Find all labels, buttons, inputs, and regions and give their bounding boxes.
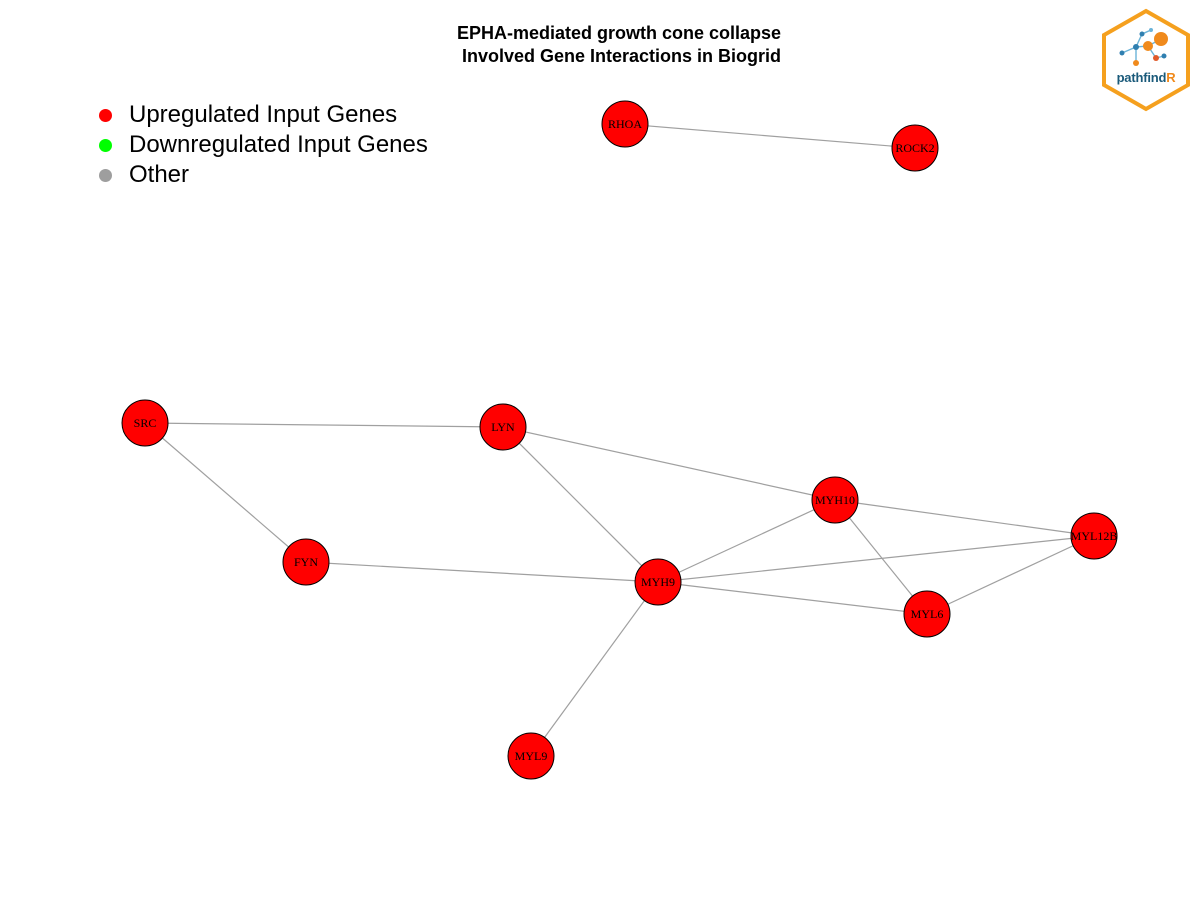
node-label-myl9: MYL9 (515, 749, 548, 763)
node-rhoa: RHOA (601, 100, 649, 148)
legend-item-downregulated: Downregulated Input Genes (97, 130, 428, 160)
edge-myh9-myl12b (657, 535, 1095, 583)
node-circle-myl12b (1070, 512, 1118, 560)
legend-item-other: Other (97, 160, 428, 190)
chart-title: EPHA-mediated growth cone collapse Invol… (0, 22, 1200, 68)
node-myh10: MYH10 (811, 476, 859, 524)
node-label-rock2: ROCK2 (895, 141, 934, 155)
node-circle-src (121, 399, 169, 447)
edge-lyn-myh9 (502, 426, 659, 583)
node-circle-rock2 (891, 124, 939, 172)
node-label-myl6: MYL6 (911, 607, 944, 621)
title-line-1: EPHA-mediated growth cone collapse (456, 23, 782, 43)
pathfindr-logo: pathfindR (1100, 8, 1192, 112)
node-label-lyn: LYN (491, 420, 515, 434)
node-circle-myh10 (811, 476, 859, 524)
legend-dot-other (99, 168, 112, 182)
title-line-2: Involved Gene Interactions in Biogrid (456, 46, 782, 66)
node-label-myh9: MYH9 (641, 575, 675, 589)
node-circle-lyn (479, 403, 527, 451)
node-src: SRC (121, 399, 169, 447)
node-label-src: SRC (134, 416, 157, 430)
edge-myh10-myl6 (834, 499, 928, 615)
node-myh9: MYH9 (634, 558, 682, 606)
node-myl9: MYL9 (507, 732, 555, 780)
legend-label-upregulated: Upregulated Input Genes (129, 101, 398, 128)
edge-fyn-myh9 (305, 561, 659, 583)
node-circle-rhoa (601, 100, 649, 148)
node-circle-myh9 (634, 558, 682, 606)
edge-myh10-myl12b (834, 499, 1095, 537)
node-myl12b: MYL12B (1070, 512, 1118, 560)
legend-dot-upregulated (99, 108, 112, 122)
node-fyn: FYN (282, 538, 330, 586)
node-myl6: MYL6 (903, 590, 951, 638)
legend-dot-downregulated (99, 138, 112, 152)
node-label-fyn: FYN (294, 555, 318, 569)
edge-src-lyn (144, 422, 504, 428)
logo-text-main: pathfind (1116, 70, 1167, 85)
node-label-myl12b: MYL12B (1071, 529, 1118, 543)
legend: Upregulated Input Genes Downregulated In… (97, 100, 428, 190)
edge-rhoa-rock2 (624, 123, 916, 149)
legend-item-upregulated: Upregulated Input Genes (97, 100, 428, 130)
network-edges (144, 123, 1095, 757)
logo-text-accent: R (1166, 70, 1176, 85)
node-lyn: LYN (479, 403, 527, 451)
network-nodes: RHOA ROCK2 SRC LYN FYN MYH10 MYH9 MYL12B MYL6 MYL… (121, 100, 1118, 780)
edge-lyn-myh10 (502, 426, 836, 501)
node-label-myh10: MYH10 (815, 493, 855, 507)
node-circle-myl9 (507, 732, 555, 780)
node-label-rhoa: RHOA (608, 117, 642, 131)
edge-src-fyn (144, 422, 307, 563)
legend-label-other: Other (129, 161, 190, 188)
edge-myh9-myh10 (657, 499, 836, 583)
legend-label-downregulated: Downregulated Input Genes (129, 131, 428, 158)
edge-myh9-myl6 (657, 581, 928, 615)
edge-myl6-myl12b (926, 535, 1095, 615)
edge-myh9-myl9 (530, 581, 659, 757)
node-rock2: ROCK2 (891, 124, 939, 172)
logo-text: pathfindR (1100, 70, 1192, 85)
node-circle-myl6 (903, 590, 951, 638)
node-circle-fyn (282, 538, 330, 586)
logo-hexagon-icon (1102, 8, 1190, 112)
